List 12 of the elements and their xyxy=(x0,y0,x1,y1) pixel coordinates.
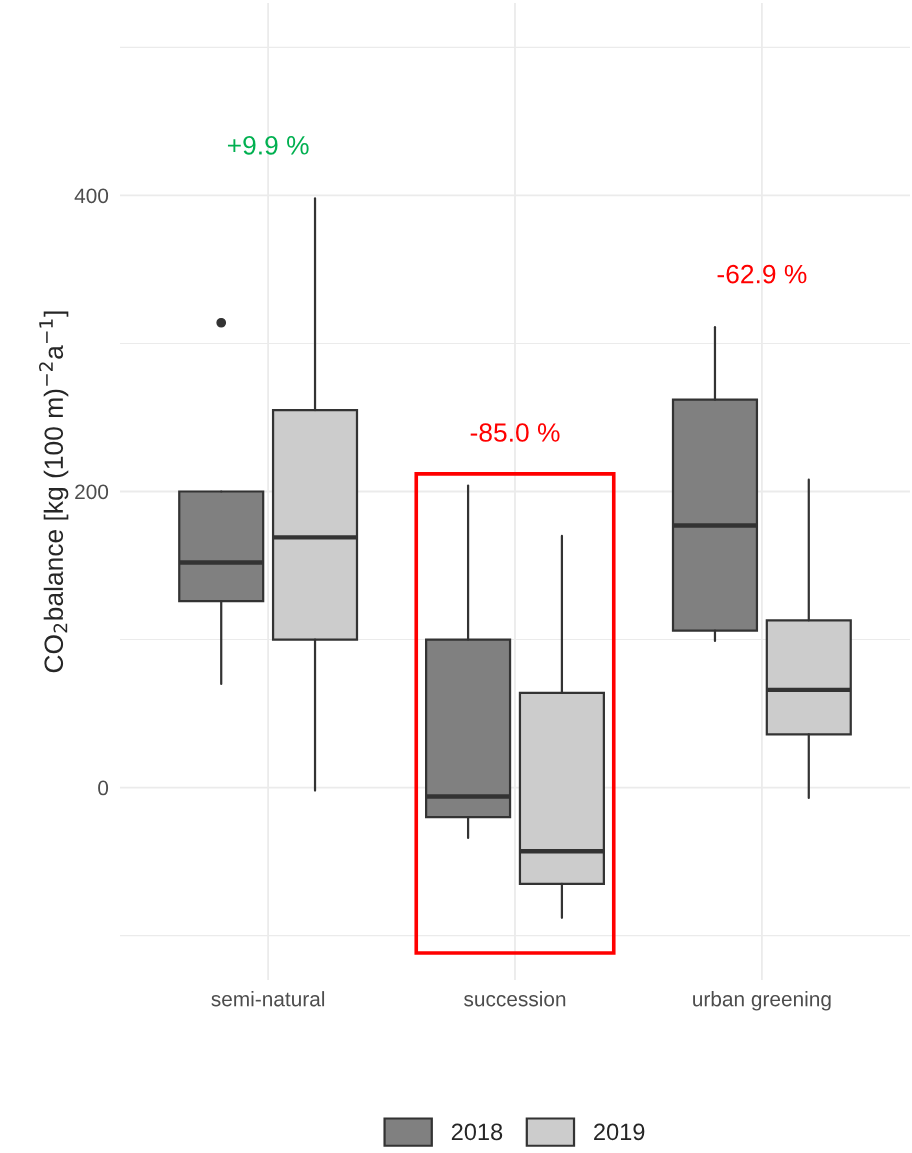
legend-label: 2018 xyxy=(451,1123,503,1141)
y-tick-label: 0 xyxy=(98,780,109,796)
x-tick-label: semi-natural xyxy=(211,991,325,1007)
annotation: +9.9 % xyxy=(227,135,309,155)
y-tick-label: 200 xyxy=(75,484,109,500)
y-tick-label: 400 xyxy=(74,188,109,204)
annotation: -85.0 % xyxy=(470,423,560,442)
x-tick-label: urban greening xyxy=(693,991,831,1011)
x-tick-label: succession xyxy=(464,991,566,1007)
y-axis-title: CO$_{2}$balance [kg (100 m)$^{−2}$a$^{−1}$] xyxy=(39,311,69,673)
annotation: -62.9 % xyxy=(717,264,807,284)
legend-label: 2019 xyxy=(594,1123,645,1141)
